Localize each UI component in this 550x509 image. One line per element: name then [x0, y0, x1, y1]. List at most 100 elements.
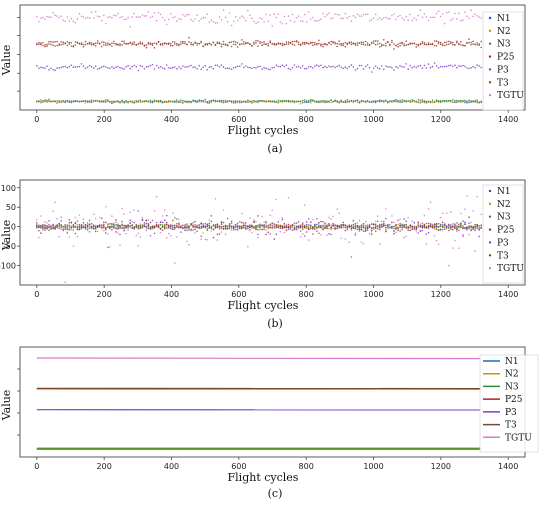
data-point [220, 231, 223, 233]
data-point [119, 244, 121, 247]
data-point [450, 100, 452, 102]
panel-label: (a) [267, 142, 282, 155]
data-point [119, 44, 121, 47]
data-point [64, 100, 66, 102]
data-point [105, 206, 107, 208]
data-point [253, 219, 255, 221]
data-point [336, 208, 339, 210]
data-point [326, 224, 328, 226]
data-point [259, 223, 261, 225]
data-point [439, 15, 442, 18]
data-point [427, 19, 430, 22]
data-point [206, 13, 209, 15]
data-point [269, 14, 272, 16]
data-point [222, 40, 225, 43]
data-point [90, 65, 93, 68]
data-point [401, 41, 403, 44]
data-point [474, 66, 476, 69]
data-point [452, 65, 454, 68]
data-point [348, 65, 351, 68]
data-point [372, 226, 375, 229]
data-point [131, 226, 133, 229]
data-point [52, 223, 54, 226]
data-point [42, 16, 44, 19]
data-point [411, 19, 414, 22]
data-point [346, 225, 349, 227]
data-point [159, 223, 162, 226]
data-point [480, 17, 483, 19]
data-point [423, 224, 426, 226]
data-point [423, 64, 426, 67]
data-point [236, 225, 239, 228]
data-point [247, 99, 249, 101]
data-point [82, 100, 85, 102]
data-point [279, 21, 282, 23]
data-point [263, 43, 265, 45]
data-point [48, 68, 50, 71]
data-point [295, 228, 298, 230]
data-point [433, 40, 436, 42]
data-point [478, 227, 481, 229]
data-point [123, 213, 125, 215]
data-point [139, 16, 142, 18]
data-point [257, 233, 259, 236]
data-point [80, 100, 83, 103]
data-point [115, 43, 117, 46]
data-point [111, 42, 113, 44]
data-point [188, 229, 190, 231]
data-point [50, 40, 52, 43]
data-point [113, 222, 115, 224]
data-point [391, 66, 393, 69]
data-point [328, 224, 330, 227]
data-point [374, 225, 377, 227]
data-point [228, 223, 231, 225]
data-point [103, 229, 105, 232]
data-point [161, 16, 164, 19]
data-point [170, 44, 172, 47]
data-point [111, 66, 113, 68]
series-t3 [36, 40, 483, 49]
data-point [356, 13, 359, 16]
data-point [204, 225, 207, 227]
data-point [60, 216, 62, 218]
data-point [174, 217, 176, 219]
data-point [448, 64, 450, 67]
data-point [137, 224, 140, 227]
data-point [133, 221, 135, 224]
data-point [391, 215, 393, 217]
data-point [409, 229, 412, 232]
data-point [123, 229, 125, 232]
data-point [472, 210, 474, 212]
data-point [123, 224, 125, 227]
x-tick-label: 400 [164, 115, 179, 124]
data-point [236, 65, 239, 68]
data-point [352, 42, 355, 44]
data-point [157, 41, 160, 43]
data-point [82, 218, 85, 220]
data-point [172, 16, 174, 19]
data-point [393, 13, 395, 15]
data-point [322, 12, 324, 15]
data-point [190, 64, 192, 67]
data-point [358, 219, 361, 222]
data-point [76, 223, 79, 226]
data-point [324, 15, 326, 18]
data-point [381, 223, 383, 226]
data-point [131, 16, 133, 18]
data-point [186, 229, 188, 232]
data-point [92, 17, 95, 19]
data-point [354, 232, 357, 235]
data-point [82, 224, 85, 227]
data-point [74, 232, 77, 235]
data-point [200, 40, 202, 43]
data-point [381, 43, 383, 46]
data-point [397, 99, 399, 102]
data-point [340, 66, 343, 69]
data-point [38, 236, 40, 239]
data-point [214, 43, 217, 46]
data-point [180, 67, 182, 70]
data-point [64, 101, 66, 104]
data-point [84, 17, 87, 20]
data-point [133, 12, 135, 15]
